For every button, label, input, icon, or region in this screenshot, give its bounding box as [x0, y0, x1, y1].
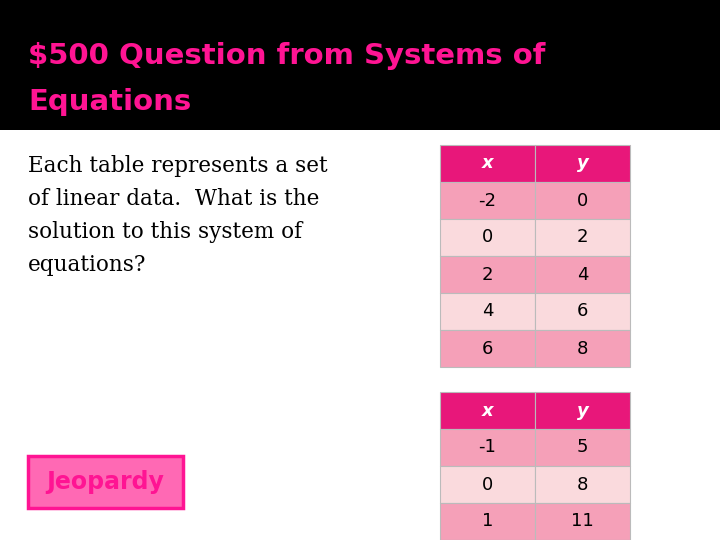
Text: -2: -2	[479, 192, 497, 210]
Bar	[535, 330, 630, 367]
Text: 8: 8	[577, 340, 588, 357]
Bar	[0, 0, 720, 130]
Text: y: y	[577, 402, 588, 420]
Bar	[440, 503, 535, 540]
Text: 1: 1	[482, 512, 493, 530]
Bar	[535, 466, 630, 503]
Text: x: x	[482, 402, 493, 420]
Text: x: x	[482, 154, 493, 172]
Bar	[440, 256, 535, 293]
Bar	[535, 503, 630, 540]
Text: 5: 5	[577, 438, 588, 456]
Text: 0: 0	[482, 228, 493, 246]
Text: 2: 2	[577, 228, 588, 246]
Bar	[440, 466, 535, 503]
Text: 4: 4	[577, 266, 588, 284]
Text: 2: 2	[482, 266, 493, 284]
Bar	[440, 293, 535, 330]
Text: -1: -1	[479, 438, 496, 456]
Text: 0: 0	[577, 192, 588, 210]
Bar	[440, 330, 535, 367]
Bar	[535, 182, 630, 219]
Text: 0: 0	[482, 476, 493, 494]
Text: 4: 4	[482, 302, 493, 321]
Text: y: y	[577, 154, 588, 172]
Bar	[535, 145, 630, 182]
Text: 6: 6	[482, 340, 493, 357]
Bar	[440, 392, 535, 429]
Text: Each table represents a set
of linear data.  What is the
solution to this system: Each table represents a set of linear da…	[28, 155, 328, 276]
Bar	[535, 256, 630, 293]
Text: Equations: Equations	[28, 88, 192, 116]
Bar	[440, 145, 535, 182]
Text: 8: 8	[577, 476, 588, 494]
Text: 11: 11	[571, 512, 594, 530]
Bar	[440, 219, 535, 256]
Text: 6: 6	[577, 302, 588, 321]
Bar	[440, 182, 535, 219]
Text: Jeopardy: Jeopardy	[47, 470, 164, 494]
Bar	[535, 219, 630, 256]
Text: $500 Question from Systems of: $500 Question from Systems of	[28, 42, 545, 70]
Bar	[535, 293, 630, 330]
Bar	[440, 429, 535, 466]
Bar	[535, 429, 630, 466]
Bar	[535, 392, 630, 429]
Bar	[28, 456, 183, 508]
